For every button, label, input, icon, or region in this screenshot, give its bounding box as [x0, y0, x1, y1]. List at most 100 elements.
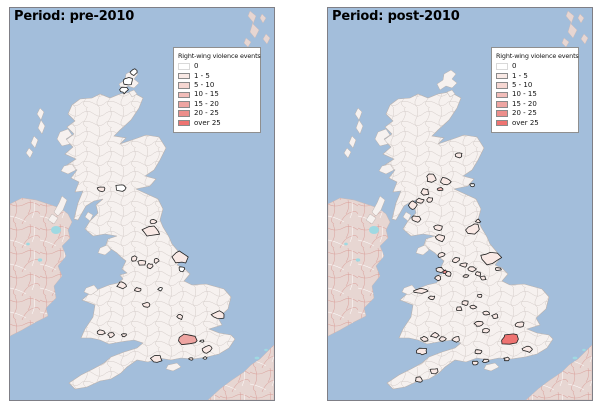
violence-region — [141, 225, 160, 237]
uk-map-post-2010 — [328, 8, 592, 400]
violence-region — [413, 288, 429, 294]
violence-region — [426, 173, 437, 183]
violence-region — [475, 218, 482, 224]
legend-label: 10 - 15 — [512, 90, 537, 99]
violence-region — [474, 271, 482, 277]
choropleth-regions-pre-2010 — [96, 68, 225, 363]
legend-swatch — [178, 82, 190, 89]
violence-region — [495, 267, 502, 271]
map-panel-pre-2010: Period: pre-2010 Right-wing violence eve… — [9, 7, 275, 401]
legend-swatch — [496, 82, 508, 89]
legend-row: 5 - 10 — [496, 81, 575, 90]
violence-region — [96, 186, 106, 193]
legend-label: 1 - 5 — [512, 71, 528, 80]
legend-swatch — [178, 119, 190, 127]
legend-row: 1 - 5 — [178, 71, 257, 80]
legend-label: 20 - 25 — [194, 109, 219, 118]
violence-region — [482, 310, 490, 316]
violence-region — [481, 358, 490, 363]
legend-row: 15 - 20 — [496, 100, 575, 109]
violence-region — [121, 333, 127, 338]
violence-region — [157, 287, 163, 292]
violence-region — [129, 68, 138, 76]
violence-region — [462, 274, 470, 278]
violence-region — [420, 188, 429, 196]
violence-region — [480, 252, 503, 266]
choropleth-regions-post-2010 — [408, 152, 533, 383]
legend-label: 10 - 15 — [194, 90, 219, 99]
violence-region — [96, 329, 106, 335]
violence-region — [153, 258, 160, 264]
violence-region — [427, 295, 436, 301]
violence-region — [415, 197, 425, 204]
legend-label: 1 - 5 — [194, 71, 210, 80]
legend-swatch — [178, 72, 190, 80]
panel-title-pre-2010: Period: pre-2010 — [14, 9, 135, 24]
legend-label: 0 — [194, 62, 199, 71]
violence-region — [146, 263, 154, 270]
violence-region — [420, 335, 429, 342]
legend-row: 0 — [496, 62, 575, 71]
violence-region — [477, 293, 483, 298]
violence-region — [479, 275, 487, 281]
violence-region — [482, 328, 490, 334]
legend-swatch — [496, 101, 508, 108]
legend-label: 5 - 10 — [194, 80, 215, 89]
violence-region — [472, 360, 479, 366]
legend-row: 20 - 25 — [496, 109, 575, 118]
legend-swatch — [496, 119, 508, 127]
violence-region — [521, 345, 533, 353]
violence-region — [122, 77, 133, 86]
violence-region — [473, 320, 484, 327]
legend-swatch — [178, 110, 190, 117]
violence-region — [137, 260, 147, 266]
violence-region — [434, 234, 445, 243]
legend-label: 0 — [512, 62, 517, 71]
legend-label: 15 - 20 — [512, 99, 537, 108]
violence-region — [501, 333, 519, 345]
legend-swatch — [178, 91, 190, 99]
violence-region — [176, 314, 183, 320]
panel-title-post-2010: Period: post-2010 — [332, 9, 460, 24]
legend-swatch — [496, 63, 508, 70]
violence-region — [503, 356, 510, 362]
legend-row: 0 — [178, 62, 257, 71]
violence-region — [467, 266, 477, 273]
legend-row: 10 - 15 — [178, 90, 257, 99]
violence-region — [416, 347, 427, 356]
legend-row: 10 - 15 — [496, 90, 575, 99]
violence-region — [469, 304, 478, 310]
violence-region — [201, 345, 213, 354]
violence-region — [461, 300, 469, 306]
violence-region — [107, 332, 115, 338]
violence-region — [442, 269, 448, 274]
violence-region — [411, 215, 422, 223]
legend-row: over 25 — [178, 118, 257, 127]
legend-swatch — [496, 72, 508, 80]
violence-region — [116, 281, 127, 290]
violence-region — [119, 86, 129, 95]
legend-label: over 25 — [194, 118, 221, 127]
violence-region — [430, 332, 440, 339]
violence-region — [429, 368, 439, 375]
violence-region — [141, 301, 151, 308]
violence-region — [426, 197, 433, 203]
violence-region — [150, 355, 163, 363]
violence-region — [134, 287, 142, 292]
legend-title: Right-wing violence events — [178, 52, 261, 60]
violence-region — [115, 184, 127, 192]
violence-region — [434, 275, 441, 281]
violence-region — [456, 306, 463, 311]
violence-region — [408, 200, 418, 210]
violence-region — [465, 223, 480, 235]
violence-region — [469, 183, 475, 188]
legend-swatch — [178, 63, 190, 70]
legend-title: Right-wing violence events — [496, 52, 579, 60]
uk-map-pre-2010 — [10, 8, 274, 400]
violence-region — [440, 177, 452, 186]
legend-row: 5 - 10 — [178, 81, 257, 90]
